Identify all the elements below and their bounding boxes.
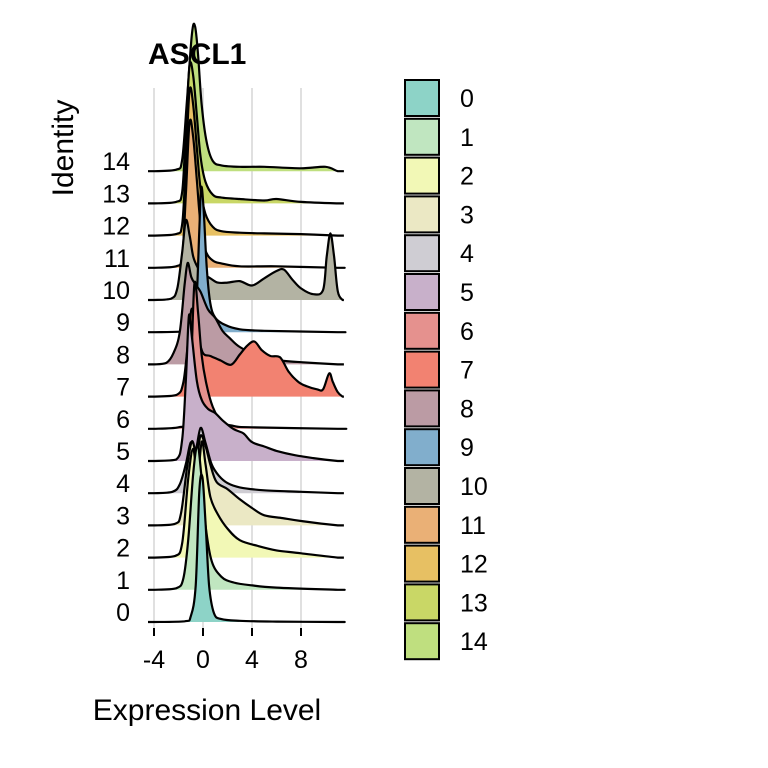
y-tick-label: 14 [102,148,130,176]
y-tick-label: 8 [116,341,130,369]
legend-label-1: 1 [460,124,474,152]
y-tick-label: 6 [116,406,130,434]
chart-title: ASCL1 [148,38,246,71]
legend-label-8: 8 [460,395,474,423]
legend-key-12 [404,544,440,583]
legend-key-14 [404,622,440,661]
ridge-line-0 [148,473,346,624]
x-tick-layer: -4 0 4 8 [143,628,308,674]
legend-label-4: 4 [460,240,474,268]
legend-label-12: 12 [460,551,488,579]
y-tick-label: 0 [116,599,130,627]
ridge-line-13 [148,61,344,205]
legend-label-9: 9 [460,434,474,462]
legend-key-13 [404,583,440,622]
legend-key-3 [404,195,440,234]
ridge-line-11 [148,118,346,269]
x-axis-title: Expression Level [93,694,321,727]
y-tick-label: 5 [116,438,130,466]
y-tick-label: 7 [116,374,130,402]
y-tick-label: 3 [116,502,130,530]
legend-label-7: 7 [460,357,474,385]
x-tick-label: 0 [196,646,210,674]
y-tick-label: 12 [102,213,130,241]
legend-label-6: 6 [460,318,474,346]
y-tick-label: 10 [102,277,130,305]
ridge-line-14 [148,22,344,173]
ridge-layer [147,22,348,624]
ridge-line-2 [148,440,344,559]
x-tick-label: -4 [143,646,165,674]
legend-key-0 [404,79,440,117]
legend-key-10 [404,467,440,505]
ridge-fill-13 [148,62,346,204]
ridge-line-3 [148,434,344,527]
ridge-fill-9 [148,186,346,333]
legend-label-3: 3 [460,201,474,229]
ridge-fill-0 [148,474,346,622]
x-tick-label: 8 [294,646,308,674]
legend-key-9 [404,428,440,467]
x-tick-label: 4 [245,646,259,674]
ridge-line-9 [148,185,347,334]
y-tick-label: 1 [116,567,130,595]
legend-label-11: 11 [460,512,486,540]
legend-key-11 [404,505,440,544]
legend-key-8 [404,389,440,428]
ridge-line-5 [148,313,344,463]
y-tick-label: 13 [102,180,130,208]
ridge-fill-5 [148,314,346,461]
legend-label-2: 2 [460,163,474,191]
ridge-line-10 [147,218,344,302]
legend-key-1 [404,117,440,156]
y-tick-label: 11 [104,245,130,273]
y-tick-label: 2 [116,535,130,563]
legend-key-2 [404,156,440,195]
ridge-fill-11 [148,119,346,268]
legend-label-14: 14 [460,628,488,656]
legend-label-10: 10 [460,473,488,501]
legend-key-7 [404,350,440,389]
legend-label-0: 0 [460,85,474,113]
y-tick-label: 4 [116,470,130,498]
legend-label-13: 13 [460,589,488,617]
legend-key-6 [404,311,440,350]
y-axis-title: Identity [47,100,80,197]
legend-label-5: 5 [460,279,474,307]
legend-key-4 [404,234,440,273]
legend-key-5 [404,273,440,311]
ridge-fill-12 [148,87,346,236]
y-tick-label: 9 [116,309,130,337]
ridge-line-12 [148,86,344,237]
